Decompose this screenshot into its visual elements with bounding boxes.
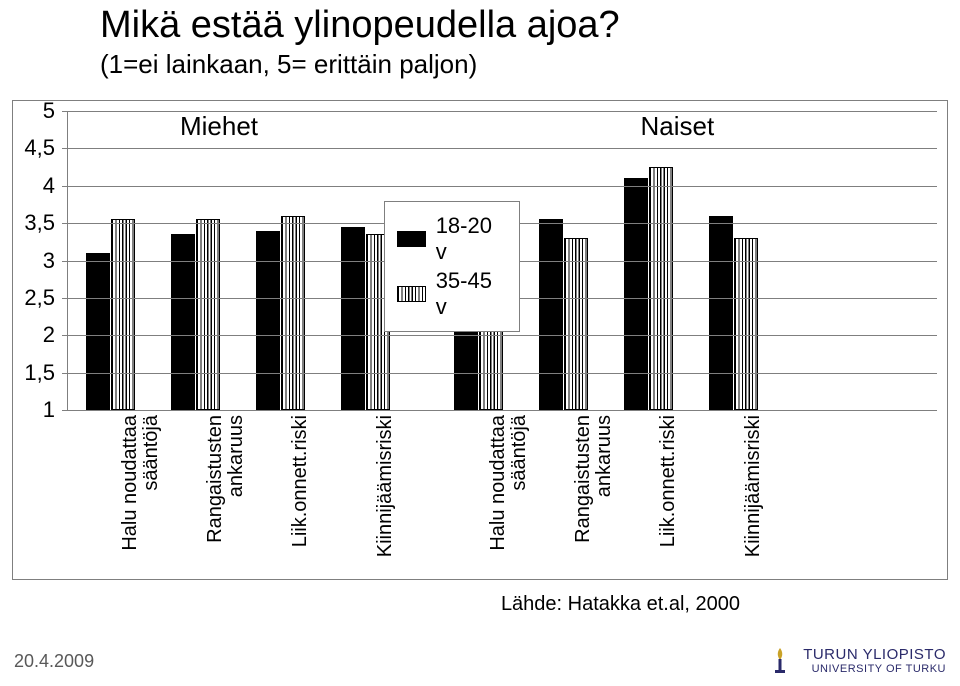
legend-label: 35-45 v (436, 268, 505, 320)
legend: 18-20 v35-45 v (384, 201, 520, 332)
y-tick-label: 1,5 (24, 360, 55, 386)
x-tick-label: Rangaistustenankaruus (573, 415, 615, 565)
x-tick-label: Kiinnijäämisriski (375, 415, 396, 565)
y-tick-label: 2,5 (24, 285, 55, 311)
logo-line1: TURUN YLIOPISTO (803, 647, 946, 664)
group-label: Miehet (180, 111, 258, 142)
bar (539, 219, 563, 410)
footer-date: 20.4.2009 (14, 651, 94, 672)
gridline (68, 186, 937, 187)
gridline (68, 335, 937, 336)
x-tick-label: Rangaistustenankaruus (205, 415, 247, 565)
y-tick (62, 298, 68, 299)
y-tick (62, 261, 68, 262)
y-tick (62, 186, 68, 187)
y-tick (62, 335, 68, 336)
y-tick-label: 1 (43, 397, 55, 423)
bar (624, 178, 648, 410)
bar (734, 238, 758, 410)
gridline (68, 373, 937, 374)
bar (281, 216, 305, 410)
y-tick-label: 2 (43, 322, 55, 348)
title-block: Mikä estää ylinopeudella ajoa? (1=ei lai… (100, 4, 620, 80)
x-axis: Halu noudattaasääntöjä Rangaistustenankar… (67, 411, 937, 571)
group-label: Naiset (641, 111, 715, 142)
legend-item: 35-45 v (397, 268, 505, 320)
y-tick-label: 3,5 (24, 210, 55, 236)
y-tick (62, 373, 68, 374)
torch-icon (765, 646, 795, 676)
y-tick (62, 148, 68, 149)
slide-root: Mikä estää ylinopeudella ajoa? (1=ei lai… (0, 0, 960, 686)
y-tick-label: 4,5 (24, 135, 55, 161)
y-tick-label: 4 (43, 173, 55, 199)
x-tick-label: Liik.onnett.riski (658, 415, 679, 565)
chart-title: Mikä estää ylinopeudella ajoa? (100, 4, 620, 47)
legend-label: 18-20 v (436, 213, 505, 265)
chart-subtitle: (1=ei lainkaan, 5= erittäin paljon) (100, 49, 620, 80)
legend-item: 18-20 v (397, 213, 505, 265)
chart-frame: 5 4,5 4 3,5 3 2,5 2 1,5 1 Halu noudattaasääntöjä… (12, 100, 948, 580)
legend-swatch (397, 231, 426, 247)
bar (196, 219, 220, 410)
logo-line2: UNIVERSITY OF TURKU (803, 663, 946, 675)
university-logo: TURUN YLIOPISTO UNIVERSITY OF TURKU (765, 646, 946, 676)
x-tick-label: Liik.onnett.riski (290, 415, 311, 565)
y-tick-label: 5 (43, 98, 55, 124)
y-tick (62, 111, 68, 112)
bar (111, 219, 135, 410)
bar (256, 231, 280, 410)
bar (564, 238, 588, 410)
bar (341, 227, 365, 410)
y-tick-label: 3 (43, 248, 55, 274)
x-tick-label: Kiinnijäämisriski (743, 415, 764, 565)
x-tick-label: Halu noudattaasääntöjä (120, 415, 162, 565)
source-label: Lähde: Hatakka et.al, 2000 (501, 593, 740, 616)
chart-inner: 5 4,5 4 3,5 3 2,5 2 1,5 1 Halu noudattaasääntöjä… (13, 101, 947, 579)
legend-swatch (397, 286, 426, 302)
y-axis: 54,543,532,521,51 (13, 111, 61, 531)
bar (86, 253, 110, 410)
gridline (68, 148, 937, 149)
x-tick-label: Halu noudattaasääntöjä (488, 415, 530, 565)
bar (709, 216, 733, 410)
y-tick (62, 223, 68, 224)
